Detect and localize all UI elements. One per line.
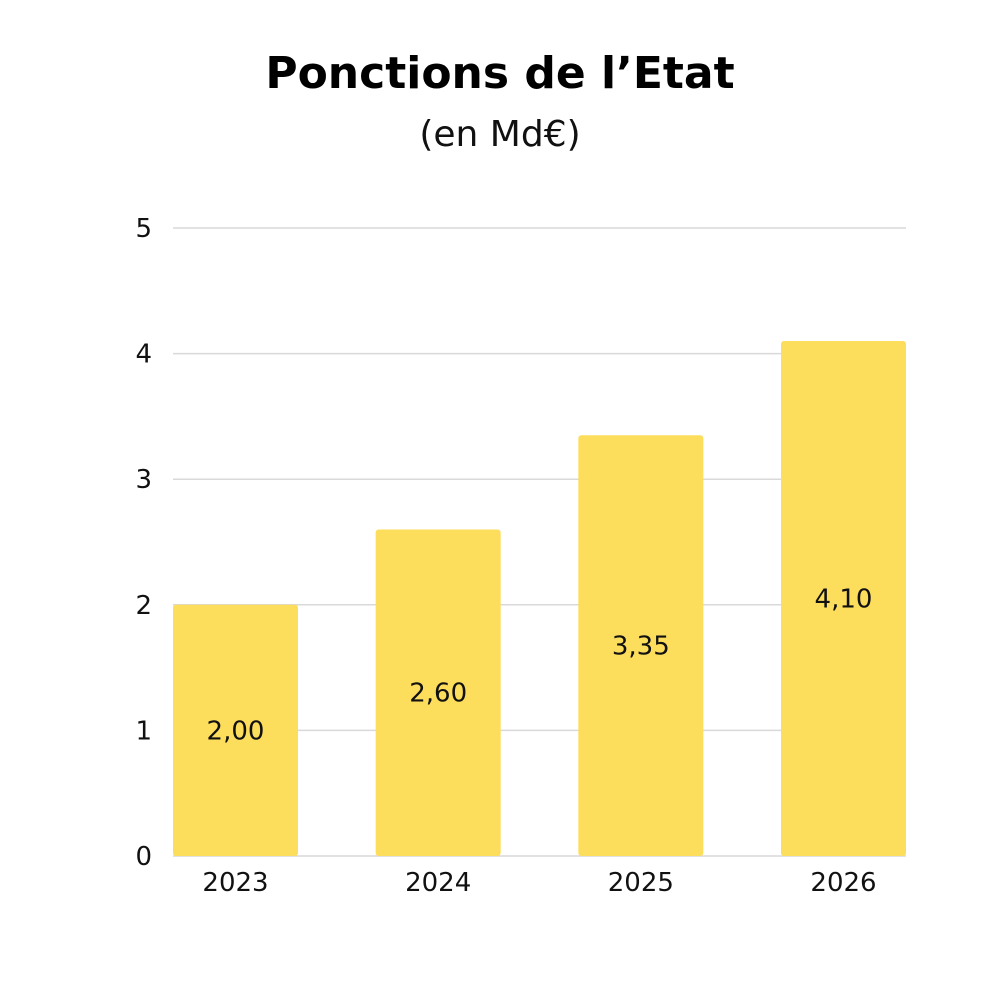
chart-subtitle: (en Md€)	[419, 114, 581, 155]
x-axis-ticks: 2023 2024 2025 2026	[202, 868, 876, 898]
data-label: 2,60	[409, 679, 467, 709]
data-label: 2,00	[207, 716, 265, 746]
y-tick-label: 5	[135, 214, 152, 244]
bar-2025	[578, 435, 704, 856]
y-tick-label: 3	[135, 465, 152, 495]
data-label: 4,10	[815, 585, 873, 615]
x-tick-label: 2024	[405, 868, 471, 898]
bar-2026	[781, 341, 906, 856]
chart-title: Ponctions de l’Etat	[265, 48, 735, 99]
y-axis-ticks: 0 1 2 3 4 5	[135, 214, 152, 872]
y-tick-label: 0	[135, 842, 152, 872]
data-labels: 2,00 2,60 3,35 4,10	[207, 585, 873, 747]
data-label: 3,35	[612, 632, 670, 662]
y-tick-label: 2	[135, 591, 152, 621]
bar-2024	[375, 529, 501, 856]
x-tick-label: 2026	[810, 868, 876, 898]
bar-layer	[173, 341, 906, 856]
y-tick-label: 4	[135, 340, 152, 370]
bar-2023	[173, 604, 298, 856]
x-tick-label: 2025	[608, 868, 674, 898]
y-tick-label: 1	[135, 716, 152, 746]
x-tick-label: 2023	[202, 868, 268, 898]
